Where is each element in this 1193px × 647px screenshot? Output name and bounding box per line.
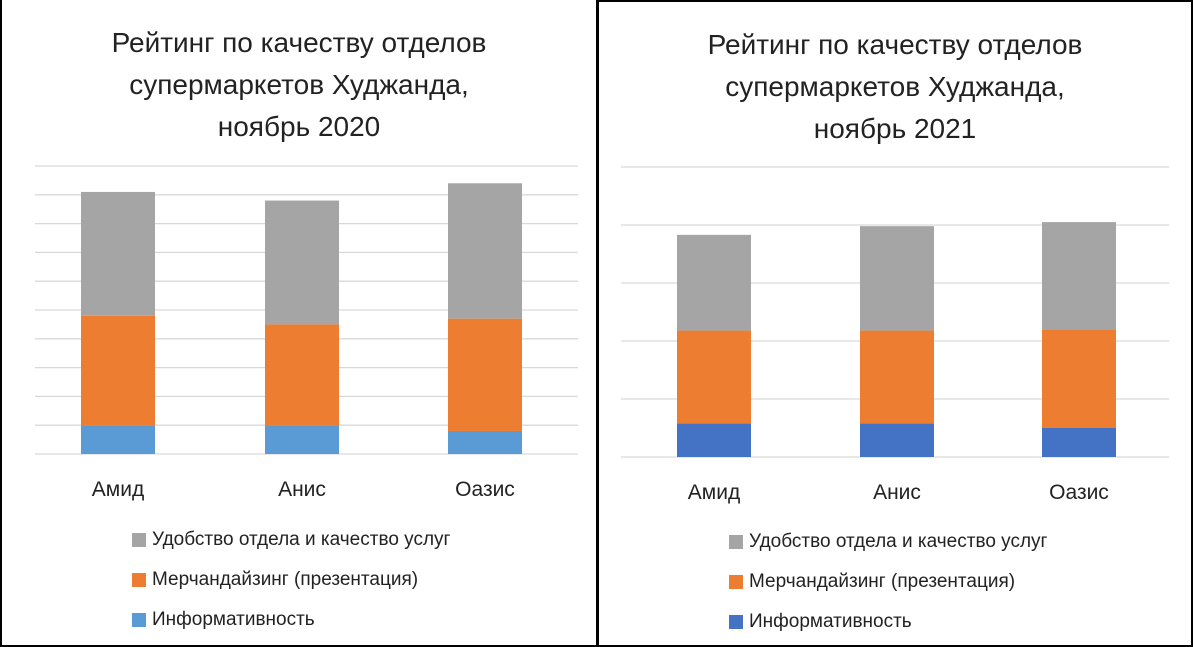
x-tick-label: Амид (92, 478, 144, 501)
chart-panel-2021: Рейтинг по качеству отделов супермаркето… (597, 0, 1193, 647)
bar-segment-convenience (448, 183, 522, 319)
legend-item-convenience: Удобство отдела и качество услуг (132, 520, 450, 560)
x-tick-label: Анис (278, 478, 326, 501)
legend-label: Мерчандайзинг (презентация) (749, 571, 1016, 592)
x-tick-label: Анис (873, 481, 921, 504)
x-tick-label: Амид (688, 481, 740, 504)
bar-segment-info (677, 423, 751, 457)
chart-title: Рейтинг по качеству отделов супермаркето… (111, 27, 487, 142)
bar-segment-convenience (81, 191, 155, 316)
bar-segment-merch (81, 315, 155, 426)
legend-item-merch: Мерчандайзинг (презентация) (132, 560, 450, 600)
bar-segment-merch (448, 318, 522, 431)
legend: Удобство отдела и качество услуг Мерчанд… (132, 520, 450, 640)
legend-swatch-convenience (729, 535, 743, 549)
legend-swatch-merch (729, 575, 743, 589)
chart-panel-2020: Рейтинг по качеству отделов супермаркето… (0, 0, 598, 647)
bar-segment-convenience (860, 226, 934, 331)
legend-label: Мерчандайзинг (презентация) (152, 569, 419, 590)
legend-swatch-merch (132, 573, 146, 587)
bar-segment-info (1042, 428, 1116, 457)
chart-plot-2021: Амид Анис Оазис (621, 166, 1169, 504)
bar-segment-merch (1042, 329, 1116, 428)
x-tick-label: Оазис (1049, 481, 1109, 504)
bar-segment-convenience (677, 234, 751, 331)
legend-item-info: Информативность (729, 602, 1047, 642)
chart-title: Рейтинг по качеству отделов супермаркето… (707, 29, 1083, 144)
legend-label: Удобство отдела и качество услуг (749, 531, 1048, 552)
legend-swatch-info (132, 613, 146, 627)
bar-segment-info (448, 430, 522, 454)
x-tick-label: Оазис (455, 478, 515, 501)
legend-item-merch: Мерчандайзинг (презентация) (729, 562, 1047, 602)
bar-segment-convenience (265, 200, 339, 325)
chart-plot-2020: Амид Анис Оазис (35, 165, 578, 501)
bar-segment-merch (265, 324, 339, 426)
bar-segment-info (81, 425, 155, 454)
legend-label: Информативность (152, 609, 315, 630)
legend-swatch-convenience (132, 533, 146, 547)
legend-item-convenience: Удобство отдела и качество услуг (729, 522, 1047, 562)
legend-label: Удобство отдела и качество услуг (152, 529, 451, 550)
legend-item-info: Информативность (132, 600, 450, 640)
bar-segment-convenience (1042, 222, 1116, 330)
legend: Удобство отдела и качество услуг Мерчанд… (729, 522, 1047, 642)
bar-segment-merch (860, 330, 934, 424)
bar-segment-merch (677, 330, 751, 424)
bar-segment-info (860, 423, 934, 457)
legend-label: Информативность (749, 611, 912, 632)
legend-swatch-info (729, 615, 743, 629)
bar-segment-info (265, 425, 339, 454)
